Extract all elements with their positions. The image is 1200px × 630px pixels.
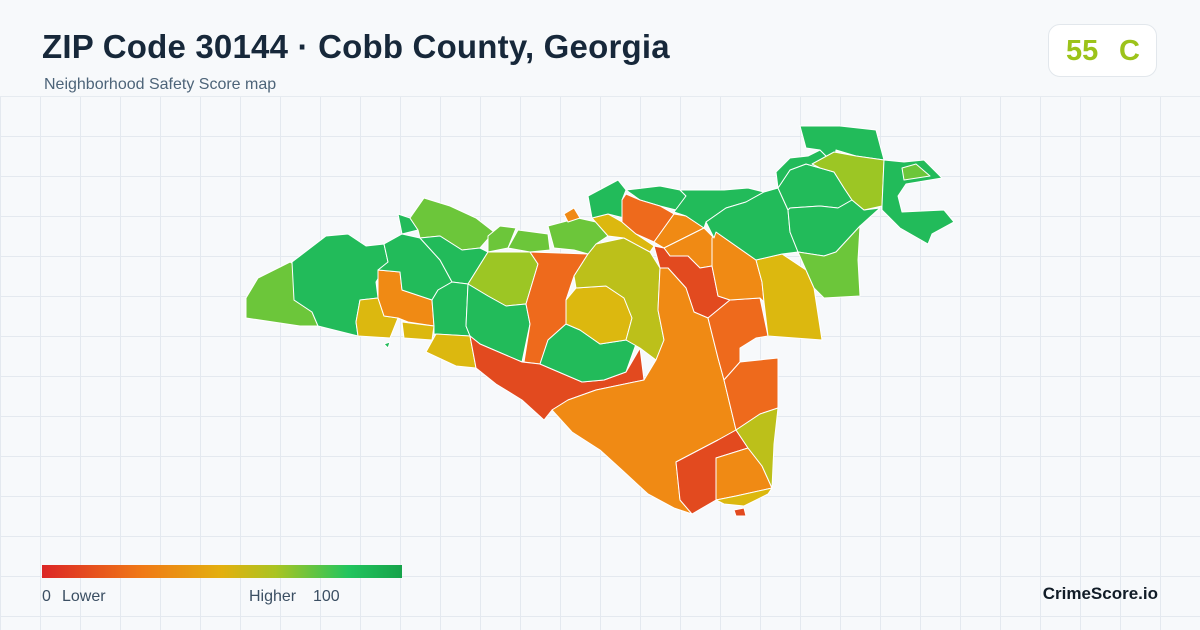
map-region[interactable] (733, 507, 747, 517)
safety-score-badge: 55 C (1048, 24, 1157, 77)
map-region[interactable] (465, 283, 531, 363)
legend-lower-label: Lower (62, 588, 106, 605)
map-region[interactable] (755, 253, 823, 341)
map-region[interactable] (881, 159, 955, 245)
map-region[interactable] (383, 341, 391, 349)
map-region[interactable] (715, 487, 773, 507)
map-region[interactable] (797, 225, 861, 299)
legend-min-value: 0 (42, 588, 51, 605)
legend-max-value: 100 (313, 588, 340, 605)
legend-color-scale (42, 565, 402, 578)
map-region[interactable] (563, 207, 581, 223)
brand-logo-text[interactable]: CrimeScore.io (1042, 584, 1158, 603)
page-title: ZIP Code 30144 · Cobb County, Georgia (42, 28, 670, 65)
map-region[interactable] (425, 333, 477, 369)
header: ZIP Code 30144 · Cobb County, Georgia Ne… (0, 0, 1200, 97)
map-region[interactable] (401, 321, 435, 341)
page-subtitle: Neighborhood Safety Score map (44, 76, 277, 93)
map-region[interactable] (799, 125, 885, 165)
score-grade: C (1119, 35, 1140, 67)
map-region[interactable] (431, 281, 471, 337)
score-value: 55 (1066, 35, 1099, 67)
legend-higher-label: Higher (249, 588, 297, 605)
map-region[interactable] (547, 217, 609, 255)
map-region[interactable] (901, 163, 931, 181)
map-region[interactable] (507, 229, 551, 253)
map-region[interactable] (811, 151, 885, 211)
map-region[interactable] (587, 179, 627, 219)
map-region[interactable] (735, 407, 779, 489)
